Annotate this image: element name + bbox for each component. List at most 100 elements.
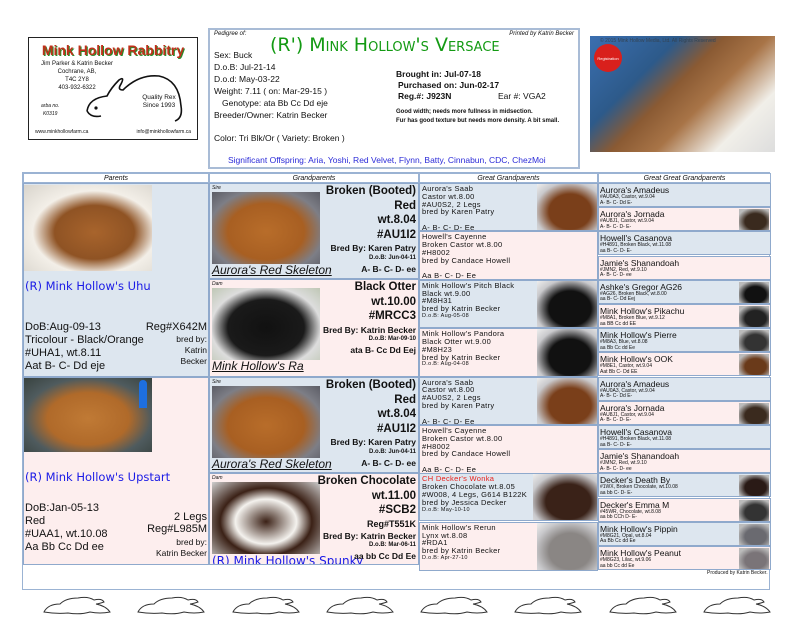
ggg-info: #AU8J1, Castor, wt.9.04 xyxy=(600,218,654,225)
great-grandparent-photo xyxy=(537,522,597,570)
pedigree-of-label: Pedigree of: xyxy=(214,31,247,37)
great-grandparent-line: Black wt.9.00 xyxy=(422,288,471,298)
pedigree-table: Parents Grandparents Great Grandparents … xyxy=(22,172,771,590)
great-great-grandparent: Jamie's Shanandoah #JMN2, Red, wt.9.10 A- … xyxy=(598,449,771,474)
great-grandparent-line: bred by Katrin Becker xyxy=(422,304,501,314)
bunny-outline-icon xyxy=(703,596,771,615)
great-grandparent-line: Aurora's Saab xyxy=(422,377,474,387)
dam-color: Red xyxy=(25,515,46,527)
grandparent-role: Dam xyxy=(212,281,223,287)
grandparent-bred-by: Bred By: Katrin Becker xyxy=(322,530,416,541)
great-great-grandparent: Decker's Emma M #45WR, Chocolate, wt.8.08… xyxy=(598,497,771,522)
grandparent-color1: Black Otter xyxy=(354,281,416,293)
purchased-on: Purchased on: Jun-02-17 xyxy=(398,80,500,90)
grandparent-color1: Broken Chocolate xyxy=(317,475,416,487)
grandparent-role: Sire xyxy=(212,185,221,191)
great-grandparent-line: D.o.B: Apr-27-10 xyxy=(422,554,468,561)
great-grandparent-line: D.o.B: Aug-04-08 xyxy=(422,361,469,368)
color-variety: Color: Tri Blk/Or ( Variety: Broken ) xyxy=(214,133,345,143)
great-grandparent-line: D.o.B: May-10-10 xyxy=(422,506,470,513)
great-grandparent-line: Lynx wt.8.08 xyxy=(422,530,468,540)
grandparent-color2: Red xyxy=(394,393,416,406)
great-grandparent: Howell's Cayenne Broken Castor wt.8.00 #H8… xyxy=(419,231,598,281)
grandparent-role: Dam xyxy=(212,475,223,481)
ggg-genotype: aa B- C- D- E- xyxy=(600,441,632,448)
grandparent-genotype: A- B- C- D- ee xyxy=(361,457,416,468)
great-grandparent: Mink Hollow's Pitch Black Black wt.9.00 #M… xyxy=(419,279,598,328)
grandparent-bred-by: Bred By: Karen Patry xyxy=(330,437,416,447)
logo-tagline: Quality Rex Since 1993 xyxy=(129,94,189,110)
great-grandparent-line: Aa B- C- D- Ee xyxy=(422,271,477,281)
dam-name: (R) Mink Hollow's Upstart xyxy=(25,470,171,484)
significant-offspring: Significant Offspring: Aria, Yoshi, Red … xyxy=(228,155,546,165)
ggg-thumbnail xyxy=(739,499,769,521)
bunny-outline-icon xyxy=(231,596,300,615)
ggg-name: Mink Hollow's Pikachu xyxy=(600,306,685,316)
grandparent-bred-by: Bred By: Katrin Becker xyxy=(322,324,416,335)
ggg-genotype: A- B- C- D- E- xyxy=(600,223,632,230)
great-grandparent-line: Mink Hollow's Pitch Black xyxy=(422,280,515,290)
arba-label: arba no. xyxy=(41,103,60,109)
grandparent-wt: wt.8.04 xyxy=(377,408,416,420)
email-link[interactable]: info@minkhollowfarm.ca xyxy=(136,129,191,135)
ggg-genotype: A- B- C- D- ee xyxy=(600,465,632,472)
great-grandparent: Aurora's Saab Castor wt.8.00 #AU0S2, 2 Leg… xyxy=(419,183,598,231)
postal: T4C 2Y8 xyxy=(65,77,89,83)
great-great-grandparent: Mink Hollow's Pikachu #M8A1, Broken Blue,… xyxy=(598,304,771,328)
great-great-grandparent: Aurora's Jornada #AU8J1, Castor, wt.9.04 A… xyxy=(598,207,771,232)
great-grandparent-line: bred by Candace Howell xyxy=(422,449,511,459)
ggg-info: #45WR, Chocolate, wt.8.08 xyxy=(600,508,661,515)
grandparent-sire: Sire Aurora's Red Skeleton Broken (Booted)… xyxy=(209,183,419,279)
great-grandparent-line: Broken Castor wt.8.00 xyxy=(422,240,503,250)
great-grandparent-line: Mink Hollow's Pandora xyxy=(422,329,505,339)
rabbit-photo: Registration © 2015 Mink Hollow Media, L… xyxy=(590,36,775,152)
ggg-info: #AU0A3, Castor, wt.9.04 xyxy=(600,387,655,394)
great-grandparent-line: bred by Katrin Becker xyxy=(422,352,501,362)
ggg-info: #1WX, Broken Chocolate, wt.10.08 xyxy=(600,484,678,491)
grandparent-name: Aurora's Red Skeleton xyxy=(212,457,332,471)
arba: arba no. K0319 xyxy=(41,102,59,118)
sire-reg: Reg#X642M xyxy=(145,321,207,333)
website-link[interactable]: www.minkhollowfarm.ca xyxy=(35,129,89,135)
great-grandparent-line: Broken Castor wt.8.00 xyxy=(422,433,503,443)
column-header-great-grandparents: Great Grandparents xyxy=(419,173,598,183)
ggg-name: Decker's Death By xyxy=(600,475,671,486)
great-grandparent: Mink Hollow's Pandora Black Otter wt.9.00… xyxy=(419,328,598,378)
phone: 403-932-6322 xyxy=(58,85,96,91)
ggg-info: #AG26, Broken Black, wt.8.00 xyxy=(600,290,667,297)
great-grandparent-line: Castor wt.8.00 xyxy=(422,385,475,395)
ggg-name: Mink Hollow's Pierre xyxy=(600,330,677,341)
great-great-grandparent: Ashke's Gregor AG26 #AG26, Broken Black, … xyxy=(598,279,771,304)
ggg-name: Jamie's Shanandoah xyxy=(600,257,680,268)
sire-bred-by: bred by: Katrin Becker xyxy=(176,334,207,366)
ribbon-icon xyxy=(139,380,147,408)
bunny-outline-icon xyxy=(514,596,583,615)
ggg-genotype: aa Bb Cc dd Ee xyxy=(600,344,636,351)
great-great-grandparent: Mink Hollow's Pierre #M8A3, Blue, wt.8.08… xyxy=(598,328,771,353)
grandparent-sire: Sire Aurora's Red Skeleton Broken (Booted)… xyxy=(209,377,419,473)
bunny-outline-icon xyxy=(43,596,111,615)
sire-id: #UHA1, wt.8.11 xyxy=(25,347,102,359)
ggg-info: #M8G23, Lilac, wt.9.06 xyxy=(600,557,652,563)
great-grandparent-photo xyxy=(537,329,597,377)
rabbitry-logo-card: Mink Hollow Rabbitry Jim Parker & Katrin… xyxy=(28,37,198,140)
ggg-genotype: aa B- C- D- E- xyxy=(600,247,632,254)
ggg-genotype: aa B- C- Dd Eej xyxy=(600,296,636,303)
grandparent-wt: wt.8.04 xyxy=(377,214,416,226)
ggg-info: #H4891, Broken Black, wt.11.08 xyxy=(600,436,672,442)
great-grandparent-line: bred by Candace Howell xyxy=(422,255,511,265)
ggg-name: Mink Hollow's Peanut xyxy=(600,548,681,558)
great-grandparent-line: Broken Chocolate wt.8.05 xyxy=(422,482,516,492)
ggg-thumbnail xyxy=(739,354,769,376)
great-grandparent: Mink Hollow's Rerun Lynx wt.8.08 #RDA1 bred… xyxy=(419,521,598,571)
ggg-genotype: Aa Bb Cc dd Ee xyxy=(600,538,636,545)
great-grandparent-line: bred by Karen Patry xyxy=(422,207,495,217)
ggg-genotype: aa bb C- D- E- xyxy=(600,489,633,496)
dam-genotype: Aa Bb Cc Dd ee xyxy=(25,541,104,553)
city: Cochrane, AB, xyxy=(57,69,97,75)
logo-title: Mink Hollow Rabbitry xyxy=(41,42,185,58)
great-grandparent-line: #AU0S2, 2 Legs xyxy=(422,199,481,209)
grandparent-id: #AU1I2 xyxy=(377,228,416,241)
pedigree-summary: Pedigree of: Printed by Katrin Becker (R… xyxy=(208,28,580,169)
grandparent-name: Aurora's Red Skeleton xyxy=(212,263,332,277)
